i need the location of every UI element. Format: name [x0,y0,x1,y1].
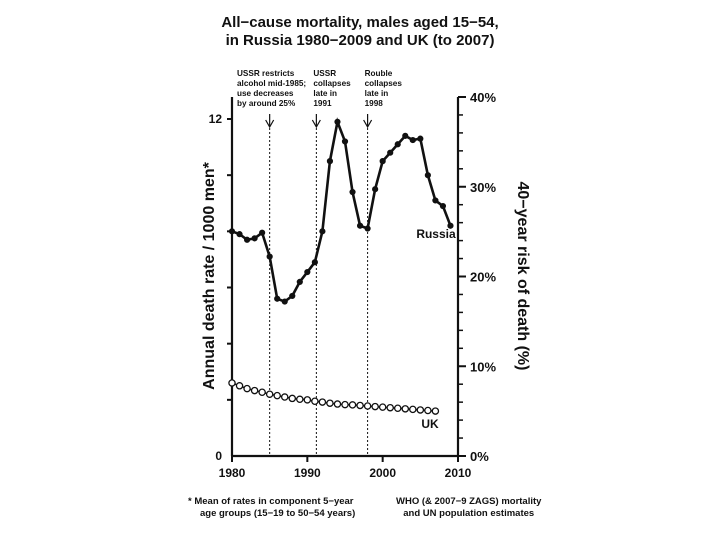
data-point-russia [228,228,236,235]
x-tick-label: 2010 [445,466,472,480]
annotation-text: USSR [313,69,336,78]
annotation-text: collapses [365,79,403,88]
data-point-russia [341,138,349,145]
y-right-tick-label: 40% [470,90,496,105]
data-point-uk [288,394,297,403]
x-tick-label: 1980 [219,466,246,480]
annotation-text: USSR restricts [237,69,295,78]
data-point-russia [447,222,454,229]
data-point-russia [394,141,401,148]
data-point-uk [235,382,244,390]
data-point-uk [371,402,379,411]
data-point-russia [349,188,356,196]
data-point-russia [266,253,273,260]
data-point-uk [409,405,417,414]
data-point-uk [258,388,266,397]
data-point-russia [402,132,409,139]
data-point-russia [289,292,296,300]
chart-title-line-2: in Russia 1980−2009 and UK (to 2007) [225,32,495,49]
data-point-uk [243,384,251,393]
y-right-tick-label: 10% [470,359,496,374]
annotation-text: use decreases [237,89,294,98]
data-point-uk [296,395,304,404]
annotation-text: 1991 [313,99,332,108]
footnote-left-line-2: age groups (15−19 to 50−54 years) [200,508,356,519]
footnote-right-line-1: WHO (& 2007−9 ZAGS) mortality [396,496,542,507]
annotation-text: by around 25% [237,99,296,108]
data-point-uk [393,404,402,413]
data-point-uk [363,402,372,410]
data-point-russia [387,149,394,156]
annotation-text: 1998 [365,99,384,108]
annotation-text: collapses [313,79,351,88]
annotation-arrow-head [363,119,373,129]
series-label-uk: UK [421,417,439,431]
data-point-russia [311,259,318,266]
y-left-tick-label: 0 [215,449,222,463]
y-right-tick-label: 30% [470,180,496,195]
data-point-uk [378,403,387,411]
x-tick-label: 1990 [294,466,321,480]
data-point-uk [424,406,432,415]
data-point-russia [326,158,334,165]
footnote-left-line-1: * Mean of rates in component 5−year [188,496,354,507]
annotation-arrow-head [265,119,275,129]
data-point-russia [439,202,447,210]
data-point-uk [431,407,440,415]
data-point-russia [334,118,341,125]
data-point-russia [409,136,416,144]
data-point-uk [416,406,425,414]
data-point-russia [424,172,431,179]
y-right-tick-label: 0% [470,449,489,464]
data-point-russia [417,135,424,142]
data-point-uk [348,401,357,409]
data-point-uk [303,396,312,404]
footnote-left: * Mean of rates in component 5−year age … [188,496,355,520]
annotation-text: alcohol mid-1985; [237,79,306,88]
y-right-axis-title: 40−year risk of death (%) [514,182,531,371]
data-point-uk [341,400,349,409]
x-tick-label: 2000 [369,466,396,480]
data-point-russia [364,225,371,232]
annotation-text: late in [365,89,389,98]
chart-title-line-1: All−cause mortality, males aged 15−54, [221,14,499,31]
footnote-right: WHO (& 2007−9 ZAGS) mortality and UN pop… [396,496,541,520]
data-point-uk [326,399,334,407]
data-point-uk [280,393,289,401]
data-point-russia [356,222,364,229]
data-point-uk [228,379,236,387]
data-point-russia [281,298,288,305]
data-point-uk [265,390,274,398]
data-point-russia [251,235,258,242]
data-point-uk [386,403,394,412]
footnote-right-line-2: and UN population estimates [403,508,535,519]
data-point-russia [259,229,266,236]
data-point-uk [401,405,410,413]
data-point-russia [379,158,386,165]
data-point-uk [311,397,319,405]
data-point-russia [274,295,281,302]
y-left-axis-title: Annual death rate / 1000 men* [201,161,218,389]
data-point-russia [319,228,326,235]
data-point-uk [318,398,327,406]
series-line-uk [231,382,436,412]
data-point-russia [236,231,243,238]
data-point-uk [356,401,364,410]
data-point-russia [304,268,311,276]
data-point-russia [296,278,303,285]
data-point-uk [333,400,342,408]
data-point-russia [243,236,251,243]
y-left-tick-label: 12 [209,112,223,126]
data-point-russia [432,197,439,204]
series-label-russia: Russia [416,227,456,241]
series-line-russia [231,117,452,304]
data-point-uk [250,386,259,395]
y-right-tick-label: 20% [470,270,496,285]
data-point-uk [273,391,281,400]
annotation-text: Rouble [365,69,393,78]
annotation-text: late in [313,89,337,98]
data-point-russia [372,186,379,193]
annotation-arrow-head [311,119,321,129]
